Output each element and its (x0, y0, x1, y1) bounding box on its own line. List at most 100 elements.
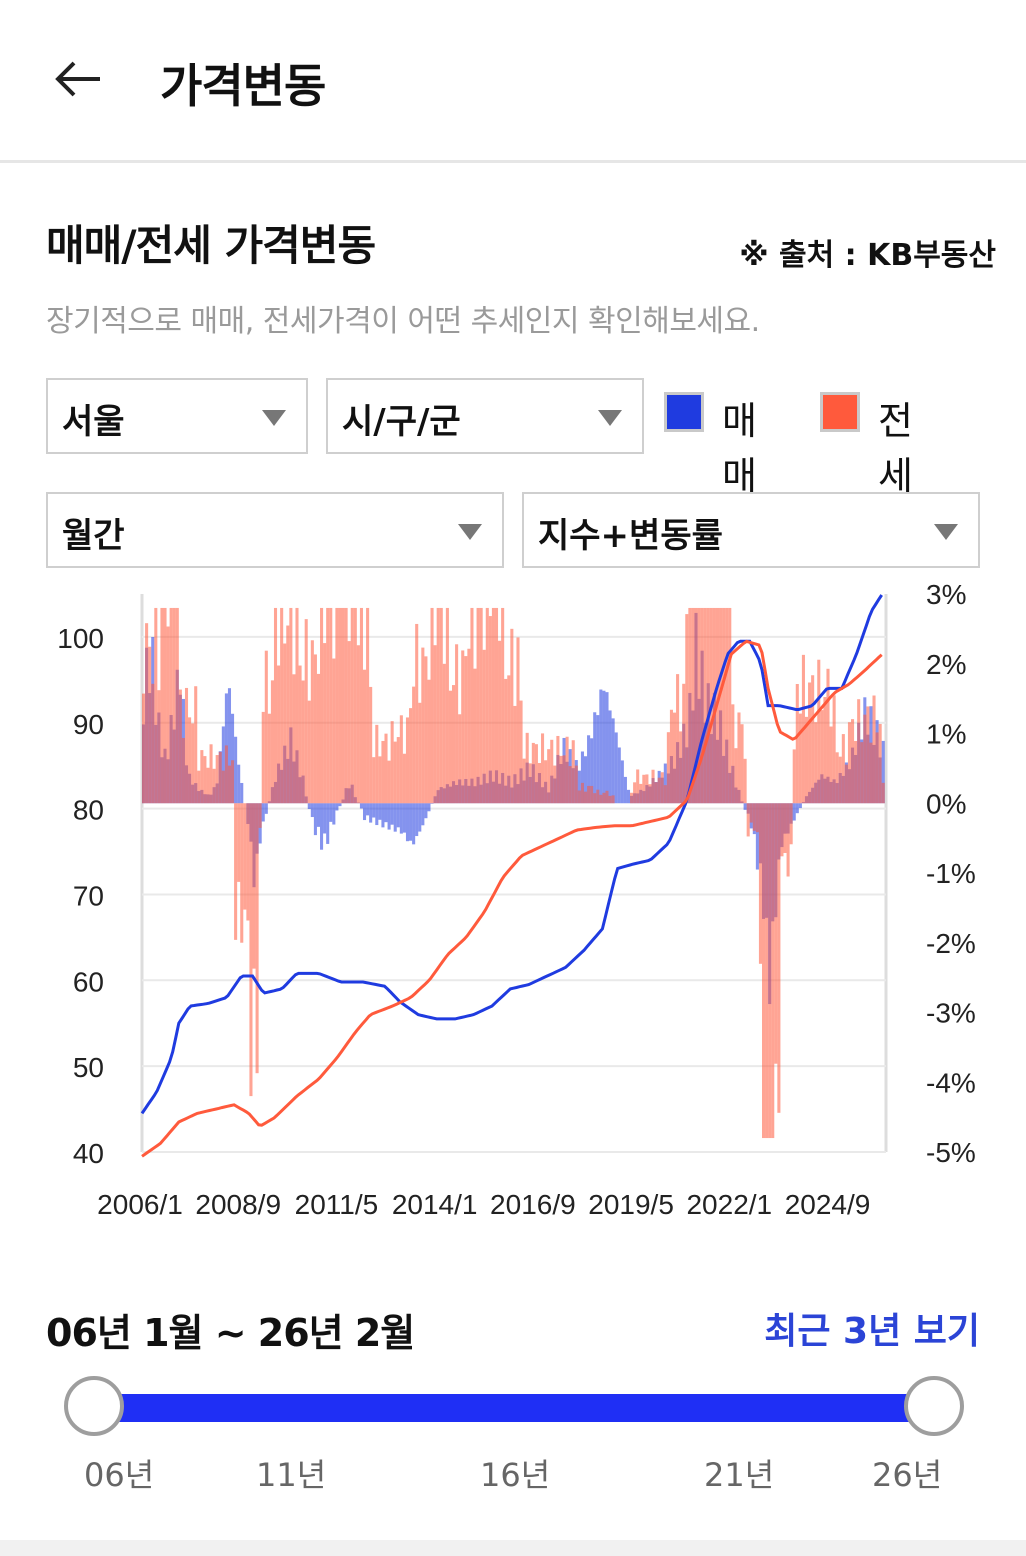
jeonse-change-bar (264, 650, 268, 804)
jeonse-change-bar (286, 625, 290, 804)
jeonse-change-bar (267, 713, 271, 804)
sale-change-bar (614, 732, 618, 804)
jeonse-change-bar (326, 607, 330, 804)
back-arrow-icon[interactable] (52, 52, 106, 106)
section-description: 장기적으로 매매, 전세가격이 어떤 추세인지 확인해보세요. (46, 304, 760, 339)
sale-change-bar (412, 803, 416, 845)
jeonse-change-bar (814, 722, 818, 804)
jeonse-change-bar (657, 777, 661, 804)
metric-select-value: 지수+변동률 (538, 516, 723, 556)
jeonse-change-bar (234, 803, 238, 940)
jeonse-change-bar (507, 675, 511, 804)
section-title: 매매/전세 가격변동 (46, 221, 376, 270)
jeonse-change-bar (148, 646, 152, 804)
jeonse-change-bar (528, 763, 532, 804)
district-select-value: 시/구/군 (342, 402, 461, 442)
jeonse-change-bar (298, 665, 302, 804)
slider-year-label: 11년 (256, 1456, 327, 1494)
sale-change-bar (421, 803, 425, 826)
jeonse-change-bar (596, 789, 600, 804)
jeonse-change-bar (547, 749, 551, 804)
jeonse-change-bar (488, 616, 492, 804)
page-title: 가격변동 (160, 59, 326, 113)
y-tick-label: 90 (73, 709, 104, 740)
jeonse-change-bar (878, 723, 882, 804)
sale-change-bar (329, 803, 333, 822)
jeonse-change-bar (826, 668, 830, 804)
jeonse-change-bar (452, 685, 456, 804)
jeonse-change-bar (485, 607, 489, 804)
sale-change-bar (599, 689, 603, 804)
range-slider-start-handle[interactable] (64, 1376, 124, 1436)
jeonse-change-bar (531, 742, 535, 804)
jeonse-change-bar (854, 741, 858, 804)
jeonse-change-bar (522, 758, 526, 804)
jeonse-change-bar (611, 795, 615, 804)
jeonse-change-bar (479, 607, 483, 804)
jeonse-change-bar (706, 607, 710, 804)
jeonse-change-bar (663, 785, 667, 804)
range-slider-end-handle[interactable] (904, 1376, 964, 1436)
period-select-value: 월간 (62, 516, 125, 556)
region-select[interactable]: 서울 (46, 378, 308, 454)
jeonse-change-bar (755, 803, 759, 833)
jeonse-change-bar (808, 682, 812, 804)
jeonse-change-bar (369, 686, 373, 804)
sale-change-bar (369, 803, 373, 823)
jeonse-change-bar (338, 607, 342, 804)
jeonse-change-bar (734, 748, 738, 804)
jeonse-change-bar (206, 767, 210, 804)
jeonse-change-bar (798, 713, 802, 804)
jeonse-change-bar (470, 607, 474, 804)
jeonse-change-bar (777, 803, 781, 1113)
period-select[interactable]: 월간 (46, 492, 504, 568)
jeonse-change-bar (593, 793, 597, 804)
jeonse-change-bar (642, 774, 646, 804)
slider-year-label: 06년 (84, 1456, 155, 1494)
caret-down-icon (262, 410, 286, 426)
chart-svg: 100 90 80 70 60 50 40 3% 2% 1% 0% -1% -2% -3% -4% -5% 20… (57, 580, 976, 1220)
jeonse-change-bar (568, 766, 572, 804)
jeonse-change-bar (436, 607, 440, 804)
jeonse-change-bar (633, 782, 637, 804)
jeonse-change-bar (151, 683, 155, 804)
jeonse-change-bar (393, 741, 397, 804)
jeonse-change-bar (804, 716, 809, 804)
jeonse-change-bar (366, 607, 370, 804)
sale-change-bar (384, 803, 388, 823)
jeonse-change-bar (768, 803, 772, 1139)
range-slider-track[interactable] (96, 1394, 934, 1422)
jeonse-change-bar (550, 739, 554, 804)
jeonse-change-bar (175, 607, 179, 804)
sale-change-bar (313, 803, 317, 836)
jeonse-change-bar (387, 760, 391, 804)
jeonse-change-bar (316, 673, 321, 804)
jeonse-change-bar (307, 700, 311, 804)
jeonse-change-bar (599, 794, 603, 804)
jeonse-change-bar (320, 607, 324, 804)
jeonse-change-bar (166, 626, 170, 804)
jeonse-change-bar (758, 803, 762, 964)
y2-tick-label: 2% (926, 649, 966, 680)
jeonse-change-bar (439, 607, 443, 804)
jeonse-change-bar (795, 684, 799, 804)
jeonse-change-bar (227, 765, 232, 804)
sale-change-bar (626, 789, 631, 804)
jeonse-change-bar (405, 717, 410, 804)
jeonse-change-bar (519, 700, 523, 804)
jeonse-change-bar (660, 772, 664, 804)
district-select[interactable]: 시/구/군 (326, 378, 644, 454)
jeonse-change-bar (169, 607, 173, 804)
recent-3-years-button[interactable]: 최근 3년 보기 (764, 1311, 980, 1352)
jeonse-change-bar (774, 803, 778, 1064)
jeonse-change-bar (467, 648, 471, 804)
jeonse-change-bar (835, 752, 839, 804)
metric-select[interactable]: 지수+변동률 (522, 492, 980, 568)
jeonse-change-bar (384, 733, 388, 804)
jeonse-change-bar (608, 795, 612, 804)
jeonse-change-bar (224, 745, 228, 804)
jeonse-change-bar (353, 607, 357, 804)
jeonse-change-bar (851, 719, 855, 804)
jeonse-change-bar (243, 803, 247, 910)
slider-year-label: 16년 (480, 1456, 551, 1494)
